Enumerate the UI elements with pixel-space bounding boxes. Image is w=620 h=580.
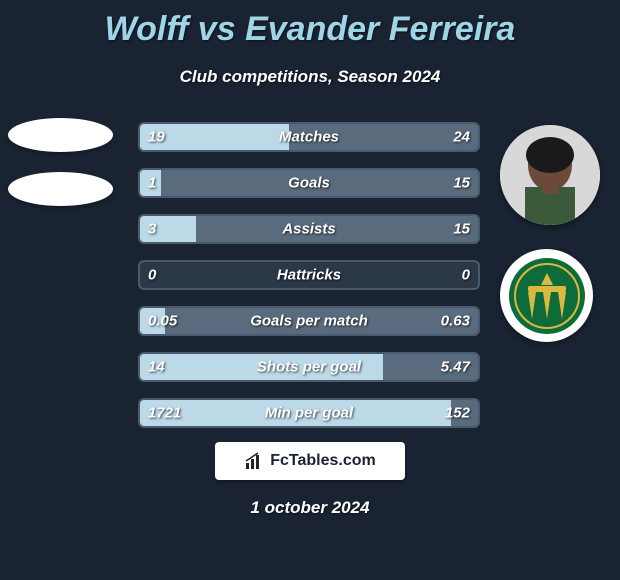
stat-value-right: 0.63 xyxy=(441,313,470,330)
stat-value-left: 0 xyxy=(148,267,156,284)
chart-icon xyxy=(244,451,264,471)
source-brand-text: FcTables.com xyxy=(270,452,376,470)
person-icon xyxy=(500,125,600,225)
stat-label: Matches xyxy=(279,129,339,146)
stat-value-left: 3 xyxy=(148,221,156,238)
stat-row: 3 15 Assists xyxy=(138,214,480,244)
stat-row: 19 24 Matches xyxy=(138,122,480,152)
right-player-avatar xyxy=(500,125,600,225)
stat-value-left: 19 xyxy=(148,129,165,146)
stat-value-left: 1 xyxy=(148,175,156,192)
stat-row: 1 15 Goals xyxy=(138,168,480,198)
stat-value-right: 15 xyxy=(453,175,470,192)
stat-row: 14 5.47 Shots per goal xyxy=(138,352,480,382)
stat-label: Min per goal xyxy=(265,405,353,422)
stat-value-right: 0 xyxy=(462,267,470,284)
footer-date: 1 october 2024 xyxy=(250,498,369,518)
stat-row: 0.05 0.63 Goals per match xyxy=(138,306,480,336)
left-player-avatar-placeholder xyxy=(8,118,113,152)
stat-label: Hattricks xyxy=(277,267,341,284)
stat-label: Assists xyxy=(282,221,335,238)
stat-label: Goals xyxy=(288,175,330,192)
stat-row: 1721 152 Min per goal xyxy=(138,398,480,428)
comparison-subtitle: Club competitions, Season 2024 xyxy=(0,67,620,87)
stat-value-right: 152 xyxy=(445,405,470,422)
stat-value-left: 1721 xyxy=(148,405,181,422)
right-player-badges xyxy=(500,125,600,342)
stat-value-left: 14 xyxy=(148,359,165,376)
stat-bars: 19 24 Matches 1 15 Goals 3 15 Assists 0 0 Hattricks… xyxy=(138,122,480,444)
stat-label: Goals per match xyxy=(250,313,368,330)
comparison-title: Wolff vs Evander Ferreira xyxy=(0,0,620,49)
stat-row: 0 0 Hattricks xyxy=(138,260,480,290)
source-badge: FcTables.com xyxy=(215,442,405,480)
left-club-logo-placeholder xyxy=(8,172,113,206)
stat-value-right: 5.47 xyxy=(441,359,470,376)
left-player-badges xyxy=(8,118,123,226)
club-crest-icon xyxy=(508,257,586,335)
stat-value-right: 24 xyxy=(453,129,470,146)
stat-label: Shots per goal xyxy=(257,359,361,376)
stat-value-left: 0.05 xyxy=(148,313,177,330)
stat-value-right: 15 xyxy=(453,221,470,238)
stat-bar-right xyxy=(196,216,478,242)
right-club-logo xyxy=(500,249,593,342)
